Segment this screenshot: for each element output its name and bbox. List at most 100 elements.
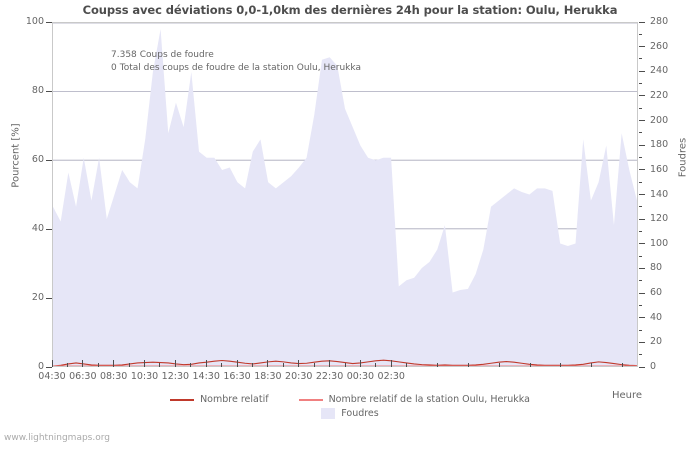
tick-mark [560,363,562,367]
tick-mark [591,363,593,367]
y-axis-left-tick-label: 100 [25,16,44,27]
y-axis-right-tick-label: 160 [650,163,669,175]
tick-mark [639,280,642,282]
legend-item[interactable]: Nombre relatif de la station Oulu, Heruk… [298,394,530,405]
tick-mark [639,21,645,23]
tick-mark [66,363,68,367]
area-series-foudres [53,29,637,366]
x-axis-tick-label: 12:30 [161,371,190,382]
tick-mark [282,363,284,367]
tick-mark [639,157,642,159]
legend-item-label: Foudres [341,408,379,419]
y-axis-right-tick-label: 40 [650,311,663,323]
tick-mark [46,297,52,299]
tick-mark [639,58,642,60]
tick-mark [128,363,130,367]
tick-mark [329,360,331,367]
tick-mark [221,363,223,367]
legend-box-swatch-icon [321,408,336,419]
tick-mark [113,360,115,367]
annotation-total-strokes-value: 7.358 [111,50,137,60]
tick-mark [639,95,645,97]
legend-row-secondary: Foudres [0,408,700,419]
x-axis-tick-label: 18:30 [254,371,282,382]
tick-mark [298,360,300,367]
tick-mark [639,206,642,208]
legend-item[interactable]: Nombre relatif [170,394,269,405]
tick-mark [639,354,642,356]
legend-item[interactable]: Foudres [321,408,379,419]
legend-line-swatch-icon [170,398,195,401]
y-axis-right-tick-label: 240 [650,65,669,77]
y-axis-left-tick-label: 0 [37,361,44,372]
tick-mark [639,83,642,85]
tick-mark [46,228,52,230]
y-axis-right-tick-label: 100 [650,237,669,249]
legend-item-label: Nombre relatif [200,394,269,405]
tick-mark [639,46,645,48]
annotation-station-strokes-value: 0 [111,63,117,73]
tick-mark [467,363,469,367]
tick-mark [205,360,207,367]
tick-mark [498,363,500,367]
tick-mark [639,317,645,319]
tick-mark [174,360,176,367]
y-axis-right-tick-label: 280 [650,16,669,27]
tick-mark [639,132,642,134]
legend-row-primary: Nombre relatif Nombre relatif de la stati… [0,394,700,405]
tick-mark [639,181,642,183]
y-axis-right-tick-label: 120 [650,213,669,225]
tick-mark [639,144,645,146]
watermark: www.lightningmaps.org [4,433,110,443]
tick-mark [390,360,392,367]
y-axis-right-tick-label: 80 [650,262,663,274]
x-axis-tick-label: 14:30 [192,371,220,382]
tick-mark [46,159,52,161]
x-axis-tick-label: 06:30 [69,371,97,382]
tick-mark [437,363,439,367]
y-axis-right-tick-label: 220 [650,89,669,101]
tick-mark [639,243,645,245]
tick-mark [97,363,99,367]
tick-mark [236,360,238,367]
tick-mark [639,218,645,220]
tick-mark [344,363,346,367]
annotation-station-strokes: 0 Total des coups de foudre de la station… [111,63,361,73]
tick-mark [359,360,361,367]
y-axis-left-tick-label: 60 [31,154,44,165]
legend-line-swatch-icon [298,398,323,401]
y-axis-right-label: Foudres [677,137,689,178]
tick-mark [639,304,642,306]
tick-mark [144,360,146,367]
tick-mark [639,329,642,331]
y-axis-right-tick-label: 180 [650,139,669,151]
tick-mark [639,107,642,109]
y-axis-right-tick-label: 140 [650,188,669,200]
tick-mark [82,360,84,367]
annotation-total-strokes: 7.358 Coups de foudre [111,50,214,60]
y-axis-right-tick-label: 20 [650,336,663,348]
tick-mark [375,363,377,367]
tick-mark [46,21,52,23]
y-axis-right-tick-label: 0 [650,361,657,372]
x-axis-tick-label: 16:30 [223,371,251,382]
plot-canvas [53,23,637,366]
tick-mark [51,360,53,367]
tick-mark [46,366,52,368]
tick-mark [639,267,645,269]
x-axis-tick-label: 10:30 [130,371,159,382]
tick-mark [251,363,253,367]
tick-mark [639,70,645,72]
chart-title: Coupss avec déviations 0,0-1,0km des der… [82,3,618,17]
tick-mark [190,363,192,367]
x-axis-tick-label: 04:30 [38,371,66,382]
x-axis-tick-label: 08:30 [99,371,128,382]
tick-mark [639,194,645,195]
x-axis-label: Heure [612,390,643,401]
tick-mark [639,292,645,294]
y-axis-right-tick-label: 200 [650,114,669,126]
y-axis-left-tick-label: 40 [31,223,44,234]
plot-area: 7.358 Coups de foudre 0 Total des coups de… [52,22,638,367]
tick-mark [639,230,642,232]
